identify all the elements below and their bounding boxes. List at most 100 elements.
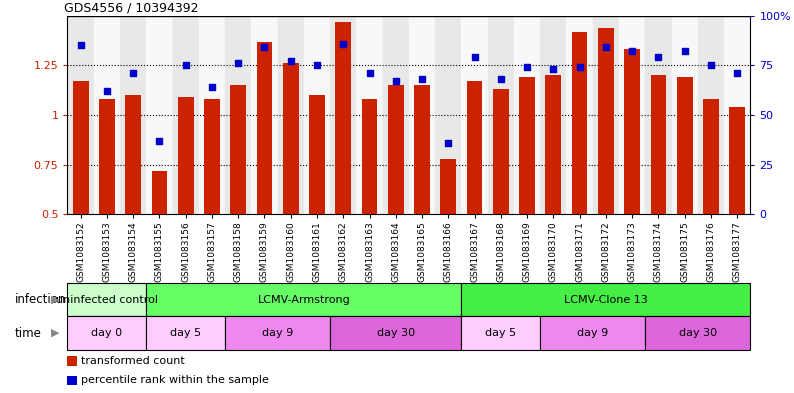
Bar — [435, 16, 461, 214]
Point — [179, 62, 192, 68]
Bar — [330, 316, 461, 350]
Point — [547, 66, 560, 72]
Text: time: time — [15, 327, 42, 340]
Point — [284, 58, 297, 64]
Bar — [256, 42, 272, 214]
Bar — [146, 283, 461, 316]
Bar — [545, 75, 561, 214]
Bar — [624, 50, 640, 214]
Bar — [99, 99, 115, 214]
Bar — [514, 16, 540, 214]
Bar — [493, 89, 509, 214]
Bar — [198, 16, 225, 214]
Point — [363, 70, 376, 76]
Bar — [388, 85, 403, 214]
Bar — [409, 16, 435, 214]
Bar — [540, 16, 566, 214]
Point — [75, 42, 87, 49]
Text: day 0: day 0 — [91, 328, 122, 338]
Point — [468, 54, 481, 61]
Point — [232, 60, 245, 66]
Bar — [488, 16, 514, 214]
Text: day 5: day 5 — [485, 328, 516, 338]
Point — [127, 70, 140, 76]
Point — [599, 44, 612, 51]
Bar — [278, 16, 304, 214]
Text: day 5: day 5 — [170, 328, 201, 338]
Point — [337, 40, 349, 47]
Bar — [519, 77, 535, 214]
Text: day 9: day 9 — [262, 328, 293, 338]
Bar — [703, 99, 719, 214]
Bar — [598, 28, 614, 214]
Bar — [94, 16, 120, 214]
Bar — [361, 99, 377, 214]
Bar — [461, 283, 750, 316]
Text: LCMV-Armstrong: LCMV-Armstrong — [257, 295, 350, 305]
Bar — [178, 97, 194, 214]
Bar — [461, 16, 488, 214]
Bar — [309, 95, 325, 214]
Bar — [698, 16, 724, 214]
Point — [678, 48, 691, 55]
Point — [704, 62, 717, 68]
Bar — [572, 31, 588, 214]
Bar — [252, 16, 278, 214]
Bar — [225, 16, 252, 214]
Text: day 30: day 30 — [679, 328, 717, 338]
Bar — [441, 159, 457, 214]
Bar — [646, 16, 672, 214]
Bar — [650, 75, 666, 214]
Bar — [593, 16, 619, 214]
Point — [258, 44, 271, 51]
Point — [573, 64, 586, 70]
Bar — [467, 81, 483, 214]
Bar — [304, 16, 330, 214]
Point — [416, 76, 429, 83]
Bar — [172, 16, 198, 214]
Text: GDS4556 / 10394392: GDS4556 / 10394392 — [64, 2, 198, 15]
Text: ▶: ▶ — [51, 295, 60, 305]
Bar — [357, 16, 383, 214]
Bar — [672, 16, 698, 214]
Point — [521, 64, 534, 70]
Point — [153, 138, 166, 144]
Bar — [152, 171, 168, 214]
Bar — [67, 316, 146, 350]
Text: LCMV-Clone 13: LCMV-Clone 13 — [564, 295, 648, 305]
Bar — [225, 316, 330, 350]
Point — [652, 54, 665, 61]
Bar — [146, 16, 172, 214]
Bar — [724, 16, 750, 214]
Bar — [204, 99, 220, 214]
Point — [101, 88, 114, 94]
Bar — [125, 95, 141, 214]
Point — [495, 76, 507, 83]
Bar — [330, 16, 357, 214]
Bar — [67, 283, 146, 316]
Bar — [646, 316, 750, 350]
Text: percentile rank within the sample: percentile rank within the sample — [81, 375, 269, 386]
Point — [310, 62, 323, 68]
Bar — [146, 316, 225, 350]
Bar — [120, 16, 146, 214]
Bar — [230, 85, 246, 214]
Bar — [383, 16, 409, 214]
Text: day 9: day 9 — [577, 328, 608, 338]
Point — [206, 84, 218, 90]
Point — [389, 78, 402, 84]
Text: uninfected control: uninfected control — [56, 295, 158, 305]
Bar — [619, 16, 646, 214]
Point — [730, 70, 743, 76]
Bar — [414, 85, 430, 214]
Text: ▶: ▶ — [51, 328, 60, 338]
Text: day 30: day 30 — [376, 328, 414, 338]
Bar — [461, 316, 540, 350]
Bar — [730, 107, 745, 214]
Bar — [335, 22, 351, 214]
Point — [626, 48, 638, 55]
Bar — [73, 81, 88, 214]
Point — [442, 140, 455, 146]
Bar — [67, 16, 94, 214]
Bar — [566, 16, 593, 214]
